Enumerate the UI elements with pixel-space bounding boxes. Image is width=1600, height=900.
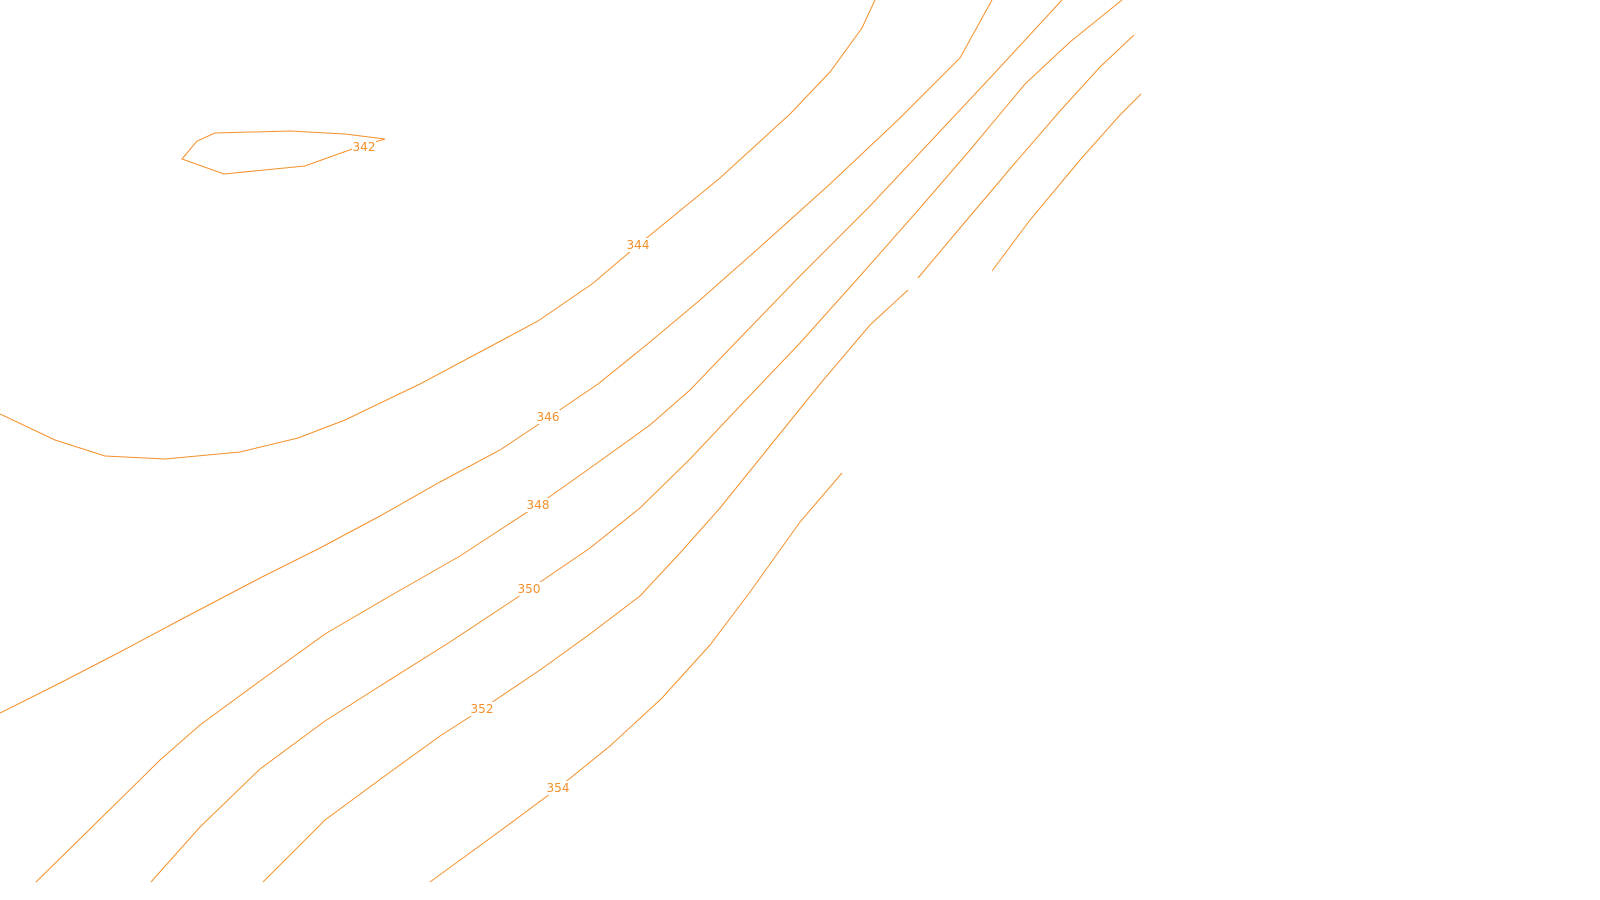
contour-label-354: 354 bbox=[547, 781, 570, 795]
contour-label-348: 348 bbox=[527, 498, 550, 512]
contour-lines bbox=[0, 0, 1142, 883]
contour-label-342: 342 bbox=[353, 140, 376, 154]
contour-line-350 bbox=[150, 0, 1123, 883]
contour-label-346: 346 bbox=[537, 410, 560, 424]
contour-line-352 bbox=[262, 289, 909, 883]
contour-label-352: 352 bbox=[471, 702, 494, 716]
contour-line-348 bbox=[35, 0, 1063, 883]
contour-line-354-segment-upper bbox=[991, 93, 1142, 272]
contour-line-354 bbox=[429, 472, 843, 883]
contour-label-344: 344 bbox=[627, 238, 650, 252]
contour-labels: 342 344 346 348 350 352 354 bbox=[352, 139, 650, 795]
contour-label-350: 350 bbox=[518, 582, 541, 596]
contour-line-352-segment-upper bbox=[917, 34, 1135, 279]
contour-line-346 bbox=[0, 0, 993, 714]
contour-line-342 bbox=[181, 130, 386, 175]
contour-line-344 bbox=[0, 0, 876, 460]
